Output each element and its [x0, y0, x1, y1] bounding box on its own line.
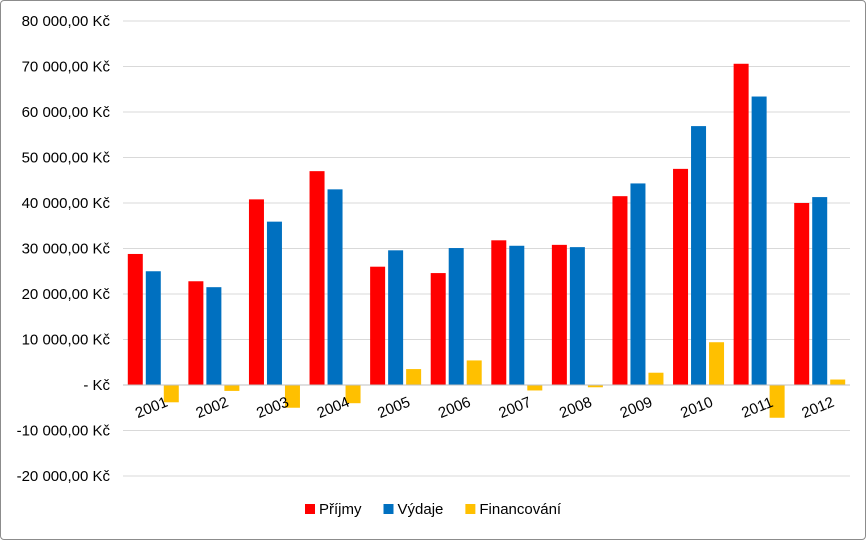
bar-výdaje-2003 — [266, 221, 282, 385]
x-category-label: 2009 — [618, 394, 655, 422]
bar-financování-2012 — [830, 379, 846, 385]
bar-výdaje-2010 — [691, 126, 707, 385]
y-tick-label: - Kč — [83, 377, 110, 394]
x-category-label: 2004 — [315, 394, 352, 422]
bars — [127, 63, 846, 418]
bar-příjmy-2002 — [188, 281, 204, 385]
y-axis-tick-labels: 80 000,00 Kč 70 000,00 Kč 60 000,00 Kč 50 0… — [17, 13, 111, 485]
bar-financování-2006 — [466, 360, 482, 385]
x-category-label: 2005 — [375, 394, 412, 422]
bar-výdaje-2006 — [448, 248, 464, 385]
bar-financování-2004 — [345, 385, 361, 404]
legend-swatch-příjmy — [305, 504, 315, 514]
bar-financování-2001 — [163, 385, 179, 403]
x-category-label: 2007 — [496, 394, 533, 422]
x-category-label: 2010 — [678, 394, 715, 422]
bar-příjmy-2006 — [430, 273, 446, 385]
bar-financování-2005 — [406, 369, 422, 385]
bar-příjmy-2004 — [309, 171, 325, 385]
bar-výdaje-2007 — [509, 245, 525, 385]
bar-výdaje-2002 — [206, 287, 222, 385]
x-category-label: 2003 — [254, 394, 291, 422]
gridlines — [123, 20, 850, 477]
x-category-label: 2001 — [133, 394, 170, 422]
bar-výdaje-2008 — [569, 247, 585, 385]
x-category-label: 2012 — [799, 394, 836, 422]
bar-příjmy-2009 — [612, 196, 628, 385]
x-axis-category-labels: 2001 2002 2003 2004 2005 2006 2007 2008 2009 2010… — [133, 394, 837, 422]
legend-label: Příjmy — [319, 501, 362, 518]
y-tick-label: 50 000,00 Kč — [22, 150, 111, 167]
bar-výdaje-2001 — [145, 271, 161, 385]
bar-výdaje-2005 — [388, 250, 404, 385]
bar-financování-2003 — [284, 385, 300, 408]
bar-financování-2007 — [527, 385, 543, 391]
x-category-label: 2006 — [436, 394, 473, 422]
y-tick-label: 30 000,00 Kč — [22, 241, 111, 258]
legend-swatch-financování — [465, 504, 476, 514]
bar-příjmy-2001 — [127, 253, 143, 385]
bar-příjmy-2008 — [551, 244, 567, 385]
y-tick-label: 20 000,00 Kč — [22, 286, 111, 303]
legend-label: Výdaje — [398, 501, 444, 518]
x-category-label: 2008 — [557, 394, 594, 422]
bar-příjmy-2010 — [673, 168, 689, 385]
x-category-label: 2002 — [194, 394, 231, 422]
bar-financování-2011 — [769, 385, 785, 418]
bar-příjmy-2003 — [248, 199, 264, 385]
bar-financování-2010 — [709, 342, 725, 385]
bar-výdaje-2004 — [327, 189, 343, 385]
y-tick-label: -10 000,00 Kč — [17, 423, 111, 440]
bar-financování-2002 — [224, 385, 240, 391]
bar-výdaje-2012 — [812, 197, 828, 385]
y-tick-label: -20 000,00 Kč — [17, 468, 111, 485]
legend-swatch-výdaje — [383, 504, 394, 514]
y-tick-label: 40 000,00 Kč — [22, 195, 111, 212]
legend: Příjmy Výdaje Financování — [305, 501, 562, 518]
y-tick-label: 10 000,00 Kč — [22, 332, 111, 349]
bar-výdaje-2009 — [630, 183, 646, 385]
bar-příjmy-2011 — [733, 63, 749, 386]
y-tick-label: 70 000,00 Kč — [22, 59, 111, 76]
y-tick-label: 80 000,00 Kč — [22, 13, 111, 30]
bar-výdaje-2011 — [751, 96, 767, 385]
bar-financování-2008 — [587, 385, 603, 388]
legend-label: Financování — [479, 501, 562, 518]
bar-příjmy-2005 — [370, 266, 386, 385]
bar-příjmy-2007 — [491, 240, 507, 385]
bar-příjmy-2012 — [794, 203, 810, 385]
bar-financování-2009 — [648, 372, 664, 385]
y-tick-label: 60 000,00 Kč — [22, 104, 111, 121]
